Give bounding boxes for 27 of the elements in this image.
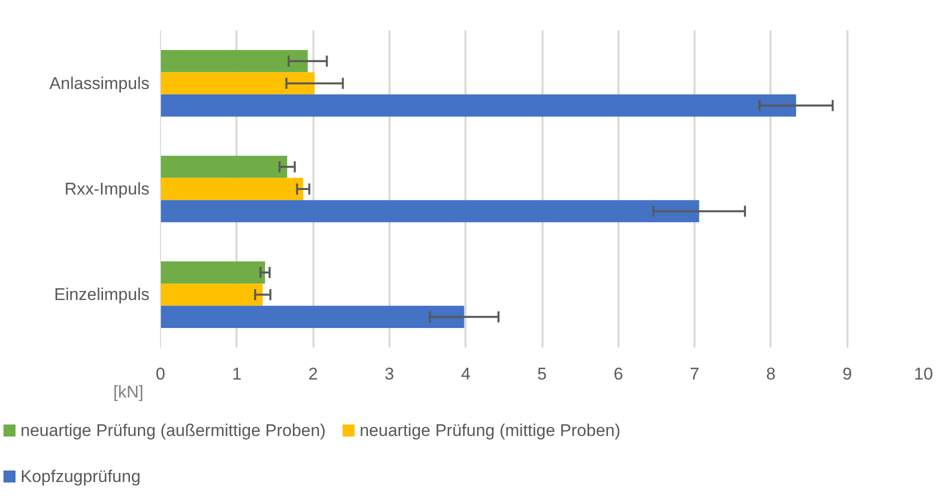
x-tick-label: 6 — [614, 364, 624, 384]
x-tick-label: 4 — [460, 364, 470, 384]
y-tick-label: Einzelimpuls — [54, 285, 150, 304]
bar — [160, 261, 266, 284]
x-tick-label: 1 — [232, 364, 242, 384]
bar — [160, 72, 315, 94]
bar — [160, 306, 464, 328]
legend-label: Kopfzugprüfung — [20, 467, 141, 486]
x-axis-title: [kN] — [113, 382, 144, 402]
x-tick-label: 7 — [690, 364, 700, 384]
x-tick-label: 5 — [537, 364, 547, 384]
bar — [160, 156, 288, 178]
x-tick-label: 8 — [766, 364, 776, 384]
x-tick-label: 3 — [384, 364, 394, 384]
x-tick-label: 9 — [842, 364, 852, 384]
x-tick-label: 10 — [914, 364, 933, 384]
y-tick-label: Rxx-Impuls — [64, 180, 150, 198]
x-tick-label: 0 — [156, 364, 166, 384]
bar — [160, 50, 308, 72]
legend-label: neuartige Prüfung (mittige Proben) — [360, 421, 620, 440]
y-tick-label: Anlassimpuls — [49, 74, 150, 93]
bar — [160, 284, 263, 306]
legend-label: neuartige Prüfung (außermittige Proben) — [20, 421, 326, 440]
x-tick-label: 2 — [308, 364, 318, 384]
bar — [160, 178, 304, 200]
bar — [160, 94, 796, 117]
bar — [160, 200, 700, 222]
